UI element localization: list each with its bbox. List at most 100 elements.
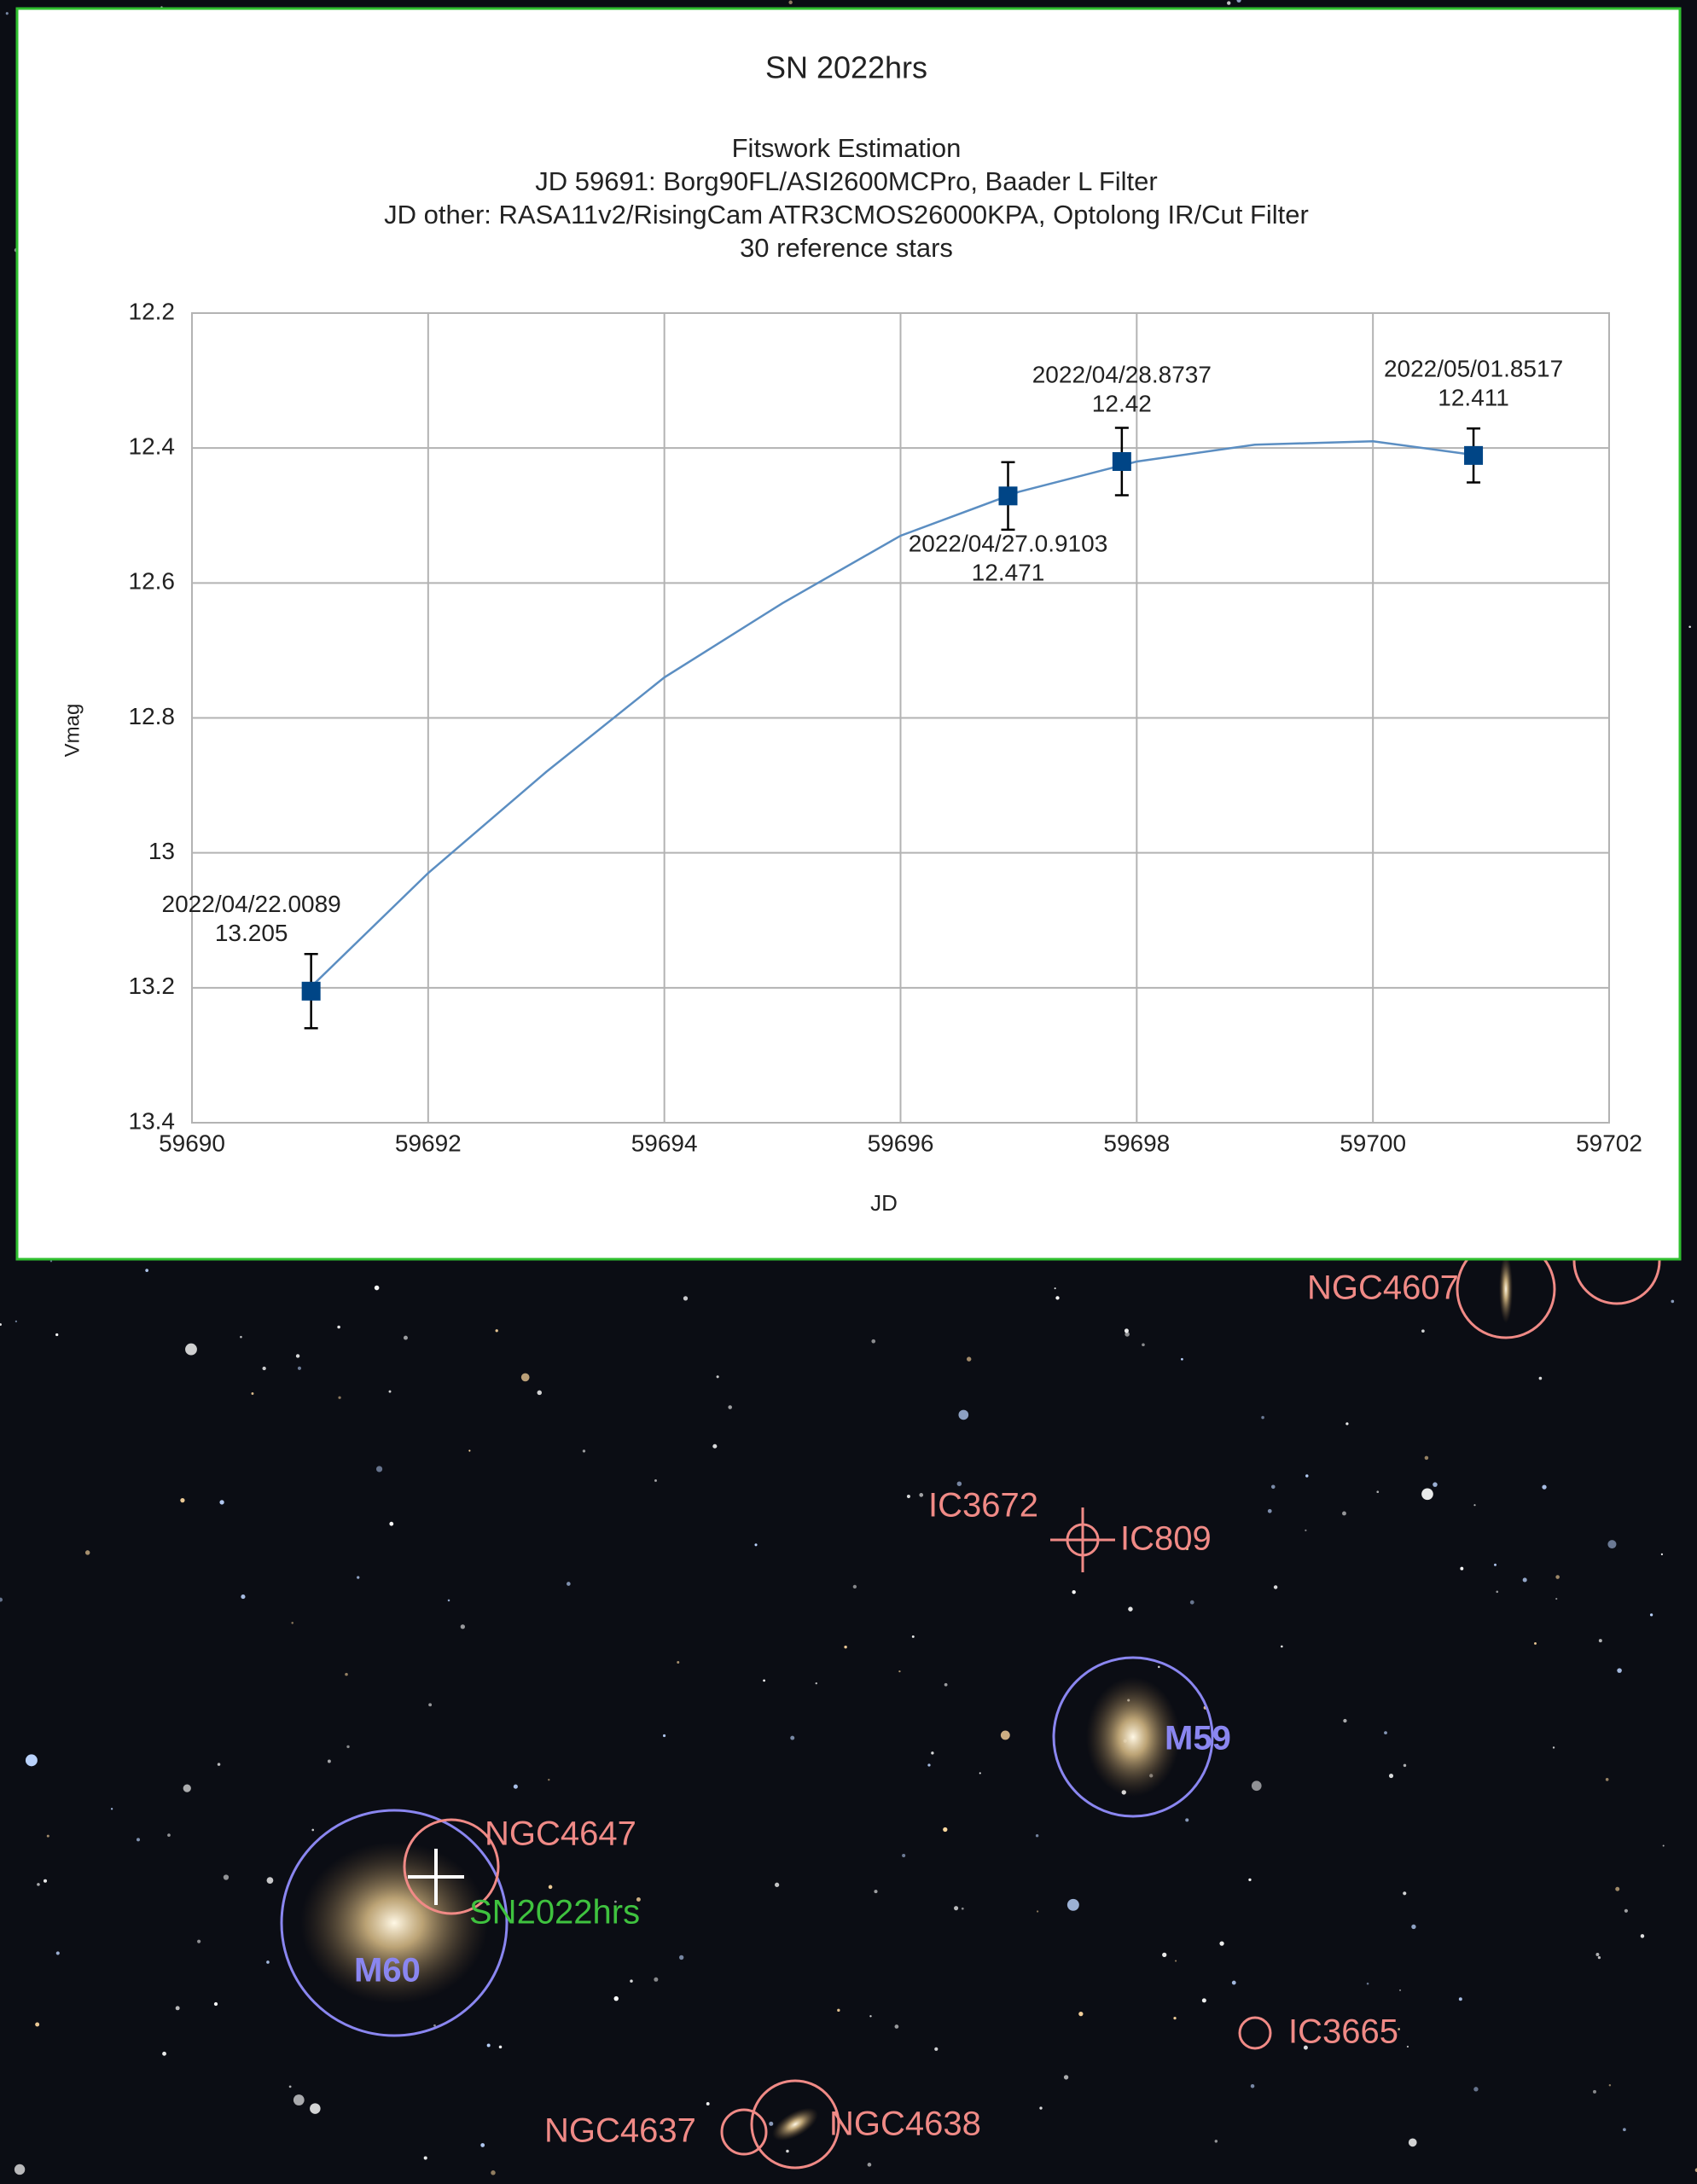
star xyxy=(1236,0,1241,3)
point-label: 2022/05/01.8517 xyxy=(1384,355,1563,381)
star xyxy=(1185,1818,1189,1822)
chart-subtitle: JD other: RASA11v2/RisingCam ATR3CMOS260… xyxy=(384,200,1309,229)
star xyxy=(898,1670,901,1673)
star xyxy=(927,1763,931,1767)
star xyxy=(867,2163,872,2167)
star xyxy=(403,1335,408,1340)
star xyxy=(491,2170,496,2175)
star xyxy=(1181,1357,1183,1361)
star xyxy=(460,1624,465,1629)
star xyxy=(1411,1924,1416,1930)
x-tick-label: 59694 xyxy=(631,1130,698,1156)
star xyxy=(388,1390,392,1393)
star xyxy=(1078,2011,1084,2017)
chart: SN 2022hrs JD Vmag Fitswork EstimationJD… xyxy=(61,50,1642,1216)
star xyxy=(1000,1730,1010,1740)
star xyxy=(961,1907,964,1910)
star xyxy=(844,1645,847,1649)
data-point xyxy=(1464,445,1484,465)
y-tick-label: 12.8 xyxy=(129,703,176,729)
star xyxy=(1273,1585,1278,1589)
star xyxy=(1595,1953,1600,1956)
star xyxy=(1552,1746,1555,1749)
star xyxy=(167,1833,171,1837)
star xyxy=(654,1479,657,1482)
star xyxy=(183,1784,191,1792)
star xyxy=(1219,1941,1224,1946)
sky-label: SN2022hrs xyxy=(469,1894,640,1931)
star xyxy=(1649,1613,1653,1617)
y-tick-label: 13.2 xyxy=(129,973,176,999)
sky-label: M60 xyxy=(354,1952,421,1989)
star xyxy=(185,1343,197,1356)
star xyxy=(0,1323,2,1326)
star xyxy=(15,1320,18,1323)
sky-label: NGC4638 xyxy=(829,2106,981,2143)
star xyxy=(513,1784,518,1789)
star xyxy=(852,1584,857,1589)
star xyxy=(1624,1908,1629,1913)
value-label: 12.411 xyxy=(1438,384,1509,410)
star xyxy=(486,2043,491,2048)
star xyxy=(919,1492,924,1497)
star xyxy=(1305,1529,1307,1531)
star xyxy=(1054,1287,1056,1290)
star xyxy=(1605,1778,1609,1781)
star xyxy=(712,1443,718,1449)
star xyxy=(613,1995,619,2001)
star xyxy=(428,1703,433,1707)
star xyxy=(630,1979,633,1983)
star xyxy=(934,2047,939,2051)
star xyxy=(5,12,9,15)
star xyxy=(662,1734,666,1738)
chart-subtitle: Fitswork Estimation xyxy=(732,133,962,163)
star xyxy=(911,1635,915,1638)
star xyxy=(683,1296,689,1301)
y-tick-label: 13.4 xyxy=(129,1107,176,1134)
star xyxy=(241,1594,246,1600)
star xyxy=(468,1449,471,1452)
star xyxy=(213,2001,218,2007)
star xyxy=(1343,1718,1347,1723)
star xyxy=(1305,1474,1309,1478)
x-tick-label: 59702 xyxy=(1576,1130,1642,1156)
star xyxy=(1403,1763,1407,1768)
star xyxy=(1039,2106,1043,2110)
star xyxy=(1388,1773,1394,1779)
star xyxy=(944,1682,948,1687)
star xyxy=(1250,2083,1255,2088)
star xyxy=(1555,1575,1560,1579)
crosshair xyxy=(408,1849,464,1905)
trend-line xyxy=(309,440,1473,989)
star xyxy=(1555,1597,1558,1600)
star xyxy=(266,1877,274,1885)
star xyxy=(1623,2128,1626,2132)
x-tick-label: 59692 xyxy=(395,1130,462,1156)
star xyxy=(1227,1,1231,5)
star xyxy=(754,1543,758,1547)
star xyxy=(310,2103,321,2114)
star xyxy=(37,1883,40,1886)
star xyxy=(567,1582,571,1586)
star xyxy=(240,1335,242,1339)
star xyxy=(716,1375,719,1379)
sky-label: IC809 xyxy=(1120,1520,1212,1558)
star xyxy=(1421,1329,1425,1333)
star xyxy=(1421,1488,1433,1501)
star xyxy=(495,1329,498,1333)
point-label: 2022/04/22.0089 xyxy=(162,891,341,917)
crosshair xyxy=(1050,1507,1115,1572)
star xyxy=(338,1396,341,1399)
sky-label: IC3672 xyxy=(928,1487,1038,1525)
value-label: 12.42 xyxy=(1092,390,1152,416)
star xyxy=(1598,1639,1602,1643)
star xyxy=(775,1882,780,1887)
star xyxy=(894,2024,899,2029)
star xyxy=(1066,1898,1079,1911)
star xyxy=(1458,1997,1462,2001)
star xyxy=(1055,1296,1060,1300)
galaxy xyxy=(1086,1677,1180,1797)
star xyxy=(293,2094,305,2106)
y-tick-label: 13 xyxy=(148,838,175,864)
